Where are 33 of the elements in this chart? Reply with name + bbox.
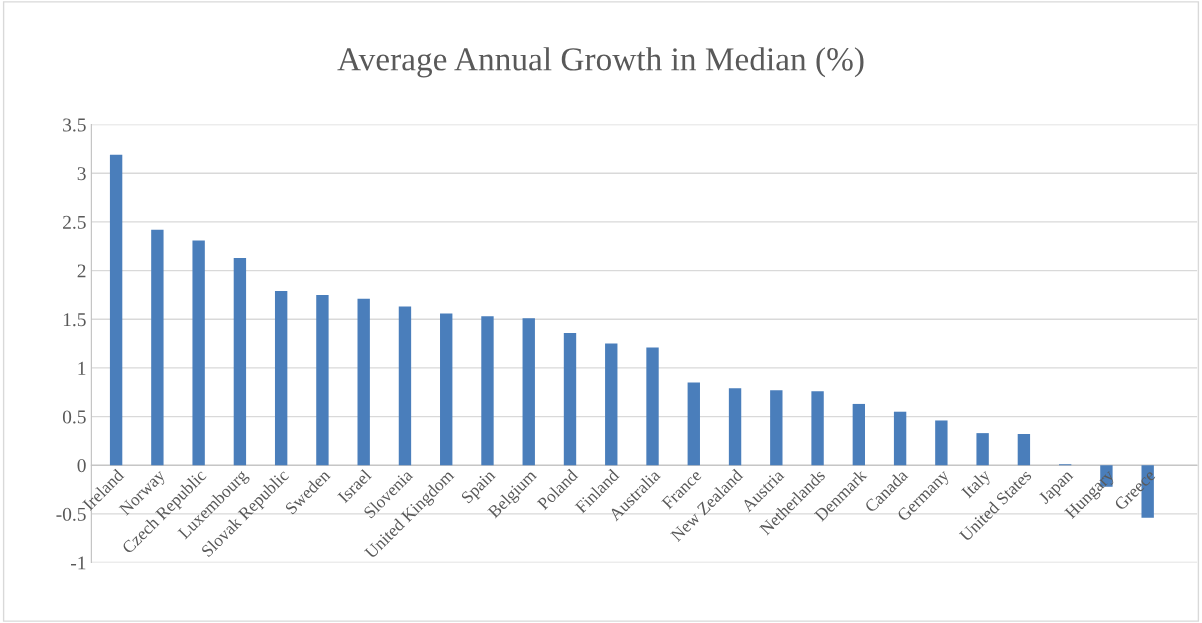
bar — [893, 411, 907, 466]
bar — [398, 306, 412, 466]
bar — [728, 388, 742, 466]
bar — [522, 318, 535, 466]
bar — [151, 229, 164, 466]
bar — [935, 420, 948, 466]
bar — [316, 294, 329, 466]
bar — [274, 291, 288, 466]
bar — [605, 343, 618, 466]
bar — [440, 313, 453, 466]
bar — [852, 403, 866, 466]
bar — [192, 240, 205, 466]
bar — [233, 257, 247, 466]
y-tick-label: 0.5 — [62, 410, 86, 424]
bar — [687, 382, 700, 466]
bar — [481, 316, 494, 466]
chart-title: Average Annual Growth in Median (%) — [337, 47, 864, 78]
y-tick-label: -1 — [71, 556, 86, 570]
x-tick-label: Italy — [960, 468, 994, 502]
bar — [109, 154, 123, 466]
y-tick-label: 3.5 — [63, 118, 86, 132]
y-tick-label: 1.5 — [63, 313, 86, 327]
bar — [357, 298, 370, 466]
bar — [1017, 434, 1031, 466]
bar — [770, 390, 783, 466]
bar — [563, 332, 577, 466]
bar — [811, 391, 824, 466]
bar — [976, 433, 989, 466]
bar — [646, 347, 659, 466]
y-tick-label: 1 — [78, 361, 86, 375]
y-tick-label: 3 — [77, 167, 86, 181]
y-tick-label: 2 — [77, 264, 86, 278]
y-tick-label: 2.5 — [63, 215, 86, 229]
